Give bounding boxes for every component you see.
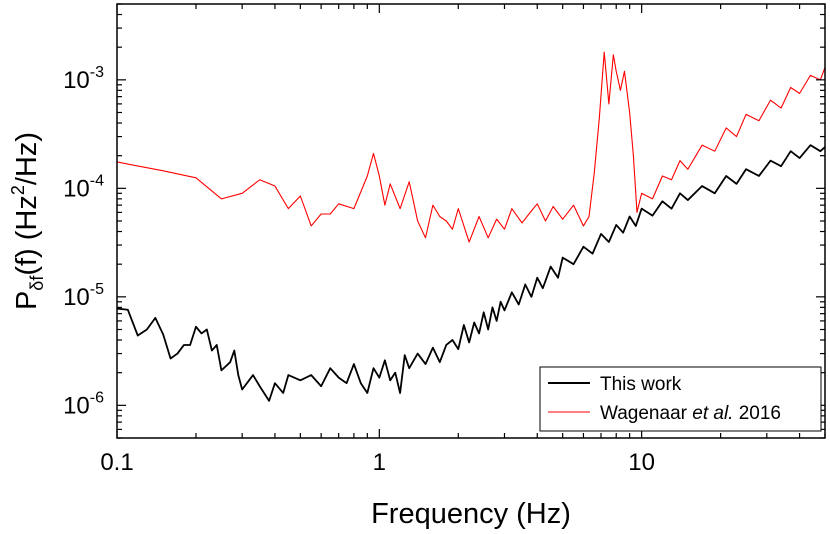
legend-label-wagenaar-etal: et al. (692, 403, 733, 424)
y-tick-label: 10-3 (63, 64, 104, 94)
y-axis-title-sup: 2 (8, 185, 28, 195)
axis-ticks (116, 3, 826, 439)
legend: This work Wagenaar et al. 2016 (539, 366, 822, 432)
y-tick-label-base: 10 (63, 284, 90, 311)
y-axis-title-main: P (11, 291, 43, 310)
legend-label-wagenaar-author: Wagenaar (600, 403, 692, 424)
legend-box (539, 366, 822, 432)
x-tick-label: 0.1 (100, 449, 133, 476)
x-axis-title: Frequency (Hz) (371, 498, 571, 530)
y-tick-label: 10-6 (63, 389, 104, 419)
y-tick-label-exponent: -4 (90, 172, 104, 189)
y-tick-label-base: 10 (63, 67, 90, 94)
y-tick-label-exponent: -6 (90, 389, 104, 406)
y-tick-label-exponent: -3 (90, 64, 104, 81)
x-tick-label: 10 (628, 449, 655, 476)
y-tick-label: 10-4 (63, 172, 104, 202)
series-this-work-line (117, 144, 825, 402)
y-axis-title-end: /Hz) (11, 132, 43, 185)
x-tick-label: 1 (373, 449, 386, 476)
series-wagenaar-line (117, 51, 825, 243)
y-tick-label-base: 10 (63, 175, 90, 202)
legend-label-wagenaar: Wagenaar et al. 2016 (600, 403, 781, 424)
y-tick-label: 10-5 (63, 281, 104, 311)
y-axis-title-rest: (f) (Hz (11, 195, 43, 276)
legend-label-this-work: This work (600, 374, 682, 395)
legend-label-wagenaar-year: 2016 (733, 403, 781, 424)
y-tick-label-exponent: -5 (90, 281, 104, 298)
y-tick-label-base: 10 (63, 392, 90, 419)
y-axis-title: Pδf(f) (Hz2/Hz) (8, 132, 47, 310)
series-layer (117, 51, 825, 402)
y-axis-title-sub: δf (27, 275, 47, 291)
